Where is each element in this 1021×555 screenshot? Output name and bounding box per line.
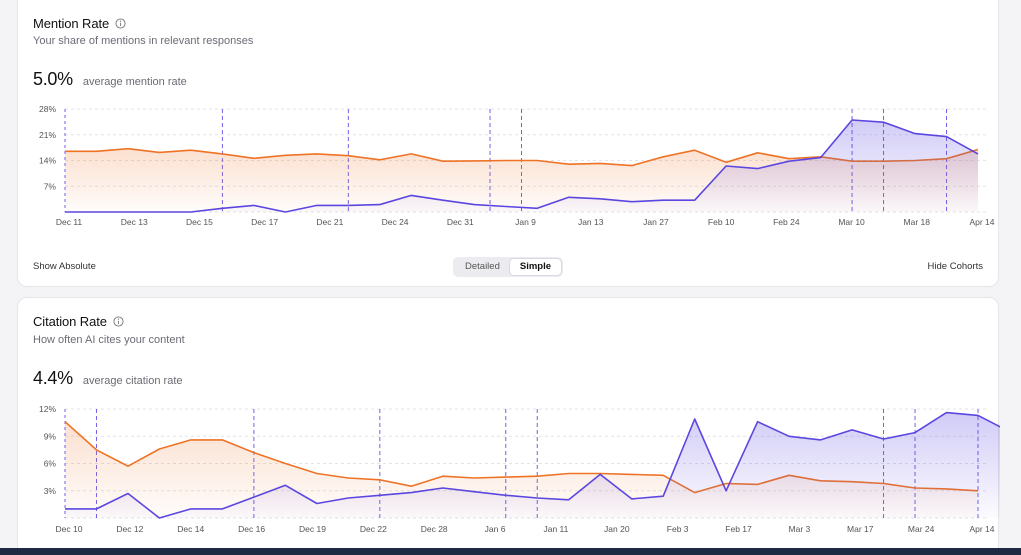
x-tick-label: Mar 17 [847,524,874,534]
info-circle-icon[interactable] [113,316,124,327]
series-area [65,412,1000,518]
hide-cohorts-link[interactable]: Hide Cohorts [927,261,983,272]
x-tick-label: Dec 19 [299,524,326,534]
x-tick-label: Dec 17 [251,217,278,227]
x-tick-label: Dec 11 [56,217,83,227]
mention-title-row: Mention Rate [33,16,126,31]
citation-rate-subtitle: How often AI cites your content [33,334,185,346]
x-tick-label: Apr 14 [969,217,994,227]
y-tick-label: 7% [44,181,57,191]
x-tick-label: Dec 24 [382,217,409,227]
x-tick-label: Jan 20 [604,524,630,534]
simple-toggle-button[interactable]: Simple [509,259,562,275]
x-tick-label: Mar 10 [838,217,865,227]
y-tick-label: 21% [39,130,56,140]
x-tick-label: Jan 11 [543,524,568,534]
x-tick-label: Dec 28 [421,524,448,534]
x-tick-label: Mar 24 [908,524,935,534]
mention-rate-chart[interactable]: 28% 21% 14% 7% Dec 11 Dec 13 Dec 15 Dec 17 Dec 2… [18,103,1000,233]
x-tick-label: Mar 3 [789,524,811,534]
citation-rate-value: 4.4% [33,368,73,388]
x-tick-label: Jan 13 [578,217,604,227]
mention-metric: 5.0% average mention rate [33,69,187,90]
x-tick-label: Dec 16 [238,524,265,534]
bottom-bar [0,548,1021,555]
x-tick-label: Mar 18 [904,217,931,227]
detailed-toggle-button[interactable]: Detailed [465,261,500,272]
mention-rate-card: Mention Rate Your share of mentions in r… [17,0,999,287]
y-tick-label: 14% [39,156,56,166]
mention-rate-title: Mention Rate [33,16,110,31]
citation-title-row: Citation Rate [33,314,124,329]
citation-rate-label: average citation rate [82,375,183,387]
x-tick-label: Feb 3 [667,524,689,534]
x-tick-label: Dec 13 [121,217,148,227]
x-tick-label: Jan 9 [515,217,536,227]
x-tick-label: Dec 21 [316,217,343,227]
x-tick-label: Dec 22 [360,524,387,534]
x-tick-label: Feb 24 [773,217,800,227]
x-tick-label: Dec 14 [177,524,204,534]
x-tick-label: Dec 15 [186,217,213,227]
x-tick-label: Dec 12 [116,524,143,534]
mention-rate-subtitle: Your share of mentions in relevant respo… [33,35,254,47]
info-circle-icon[interactable] [115,18,126,29]
citation-metric: 4.4% average citation rate [33,368,183,389]
citation-rate-title: Citation Rate [33,314,107,329]
x-tick-label: Feb 10 [708,217,735,227]
purple-series-line [65,411,1000,519]
view-toggle: Detailed Simple [453,257,564,277]
x-tick-label: Jan 6 [485,524,506,534]
purple-series-line [65,119,979,213]
y-tick-label: 9% [44,431,57,441]
citation-rate-card: Citation Rate How often AI cites your co… [17,297,1000,555]
x-tick-label: Dec 31 [447,217,474,227]
y-tick-label: 6% [44,459,57,469]
x-tick-label: Jan 27 [643,217,669,227]
mention-rate-value: 5.0% [33,69,73,89]
y-tick-label: 28% [39,104,56,114]
series-area [65,120,978,212]
show-absolute-link[interactable]: Show Absolute [33,261,96,272]
mention-rate-label: average mention rate [82,76,187,88]
y-tick-label: 12% [39,404,56,414]
x-tick-label: Dec 10 [56,524,83,534]
citation-rate-chart[interactable]: 12% 9% 6% 3% Dec 10 Dec 12 Dec 14 Dec 16 Dec 19 D… [18,402,1000,537]
x-tick-label: Apr 14 [969,524,994,534]
y-tick-label: 3% [44,486,57,496]
x-tick-label: Feb 17 [725,524,752,534]
